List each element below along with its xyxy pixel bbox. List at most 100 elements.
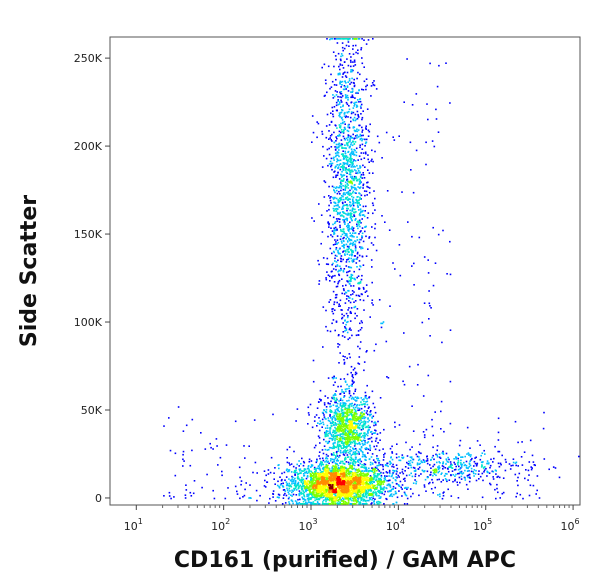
data-point [328,420,331,422]
data-point [350,253,353,255]
data-point [316,425,318,427]
data-point [354,415,356,418]
data-point [341,233,344,236]
data-point [389,472,391,475]
data-point [350,430,352,432]
data-point [331,396,333,399]
data-point [338,159,340,162]
data-point [310,474,313,477]
data-point [348,230,350,232]
data-point [357,71,359,74]
data-point [326,498,329,501]
data-point [359,144,361,147]
data-point [355,423,358,425]
data-point [327,432,330,435]
data-point [370,479,372,482]
data-point [358,453,360,455]
data-point [359,417,361,419]
data-point [326,427,329,429]
data-point [340,258,342,260]
data-point [558,476,561,479]
data-point [493,457,495,460]
data-point [316,467,319,470]
data-point [525,469,527,471]
data-point [344,97,347,99]
data-point [405,441,407,444]
data-point [292,465,295,468]
data-point [370,490,372,492]
data-point [357,345,359,348]
data-point [288,482,290,485]
data-point [370,481,372,484]
data-point [363,473,366,475]
data-point [327,435,329,437]
data-point [475,479,478,482]
data-point [350,276,352,279]
data-point [364,447,366,450]
data-point [489,464,492,467]
data-point [338,430,340,433]
data-point [382,448,384,450]
data-point [302,464,305,467]
data-point [348,270,351,272]
data-point [334,467,337,469]
data-point [469,477,471,479]
data-point [340,153,343,156]
data-point [349,205,352,208]
data-point [354,399,356,401]
data-point [312,494,315,496]
data-point [353,255,356,257]
data-point [317,484,320,487]
data-point [354,390,356,392]
data-point [185,424,188,427]
data-point [447,488,449,491]
data-point [340,131,342,134]
data-point [366,434,369,437]
data-point [337,445,340,447]
data-point [342,49,344,52]
data-point [425,428,428,431]
data-point [465,460,468,463]
data-point [323,180,326,182]
data-point [383,477,386,480]
data-point [369,478,371,481]
data-point [343,314,345,317]
data-point [358,493,360,496]
data-point [360,222,362,224]
data-point [349,441,351,444]
data-point [278,496,280,499]
data-point [351,96,353,98]
data-point [338,124,341,126]
data-point [372,415,375,418]
data-point [371,480,374,483]
data-point [345,298,348,300]
data-point [269,471,272,474]
data-point [340,144,343,147]
data-point [349,173,352,176]
data-point [351,38,354,40]
data-point [349,139,351,141]
data-point [514,420,517,423]
data-point [494,445,496,448]
data-point [243,494,246,497]
data-point [334,38,336,40]
data-point [291,495,293,497]
data-point [348,276,351,279]
data-point [318,398,321,400]
data-point [340,195,343,197]
data-point [327,402,329,404]
data-point [342,438,344,440]
data-point [355,430,358,432]
data-point [349,422,351,425]
data-point [370,456,373,458]
data-point [301,488,303,491]
data-point [431,456,434,459]
data-point [349,160,351,163]
data-point [466,470,469,472]
data-point [389,494,392,497]
data-point [412,466,415,469]
data-point [191,418,194,421]
data-point [345,159,348,162]
data-point [320,465,323,467]
data-point [326,329,329,332]
